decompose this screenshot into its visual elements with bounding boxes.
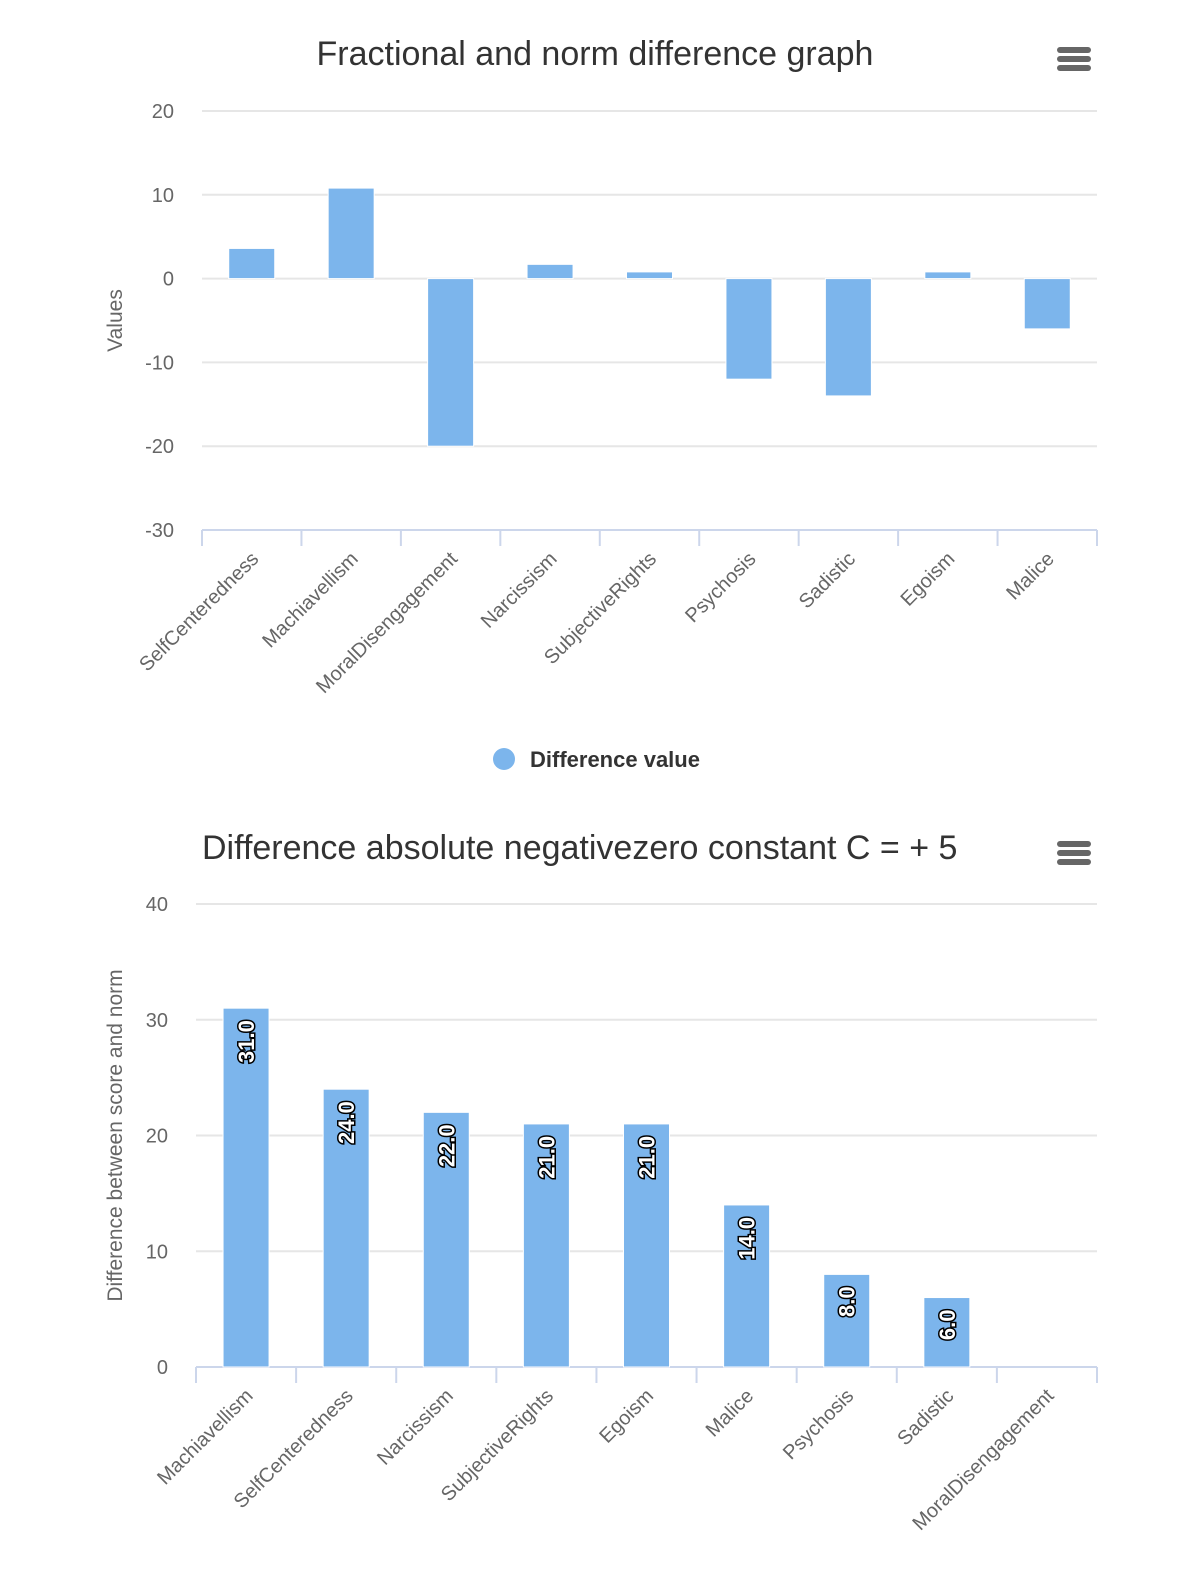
chart-title: Fractional and norm difference graph xyxy=(317,35,874,73)
bar-egoism[interactable] xyxy=(623,1123,670,1368)
bar-narcissism[interactable] xyxy=(526,263,574,280)
x-category-label: Egoism xyxy=(897,548,960,611)
x-category-label: Machiavellism xyxy=(153,1385,257,1489)
hamburger-menu-icon[interactable] xyxy=(1057,841,1091,865)
y-tick-label: 10 xyxy=(146,1241,168,1263)
x-category-label: SelfCenteredness xyxy=(135,548,263,676)
y-tick-label: 20 xyxy=(146,1126,168,1148)
y-tick-label: 0 xyxy=(157,1357,168,1379)
x-category-label: Malice xyxy=(1002,548,1058,604)
bar-subjectiverights[interactable] xyxy=(626,271,673,280)
bar-sadistic[interactable] xyxy=(824,278,872,397)
x-category-label: Narcissism xyxy=(373,1385,458,1470)
hamburger-menu-icon[interactable] xyxy=(1057,47,1091,71)
legend-marker[interactable] xyxy=(493,748,515,770)
y-tick-label: -30 xyxy=(145,520,174,542)
data-label: 8.0 xyxy=(835,1286,860,1317)
data-label: 22.0 xyxy=(434,1124,459,1167)
chart-title: Difference absolute negativezero constan… xyxy=(202,829,957,867)
bar-selfcenteredness[interactable] xyxy=(228,247,276,280)
y-tick-label: 10 xyxy=(152,185,174,207)
bar-sadistic[interactable] xyxy=(923,1297,971,1368)
x-category-label: Machiavellism xyxy=(258,548,362,652)
data-label: 24.0 xyxy=(334,1101,359,1144)
legend-item-difference-value[interactable]: Difference value xyxy=(530,747,700,772)
y-tick-label: 30 xyxy=(146,1010,168,1032)
x-category-label: Psychosis xyxy=(681,548,760,627)
y-axis-title: Values xyxy=(104,289,127,352)
bar-selfcenteredness[interactable] xyxy=(322,1088,370,1368)
bar-moraldisengagement[interactable] xyxy=(427,278,475,447)
bar-machiavellism[interactable] xyxy=(327,187,375,280)
x-category-label: Malice xyxy=(702,1385,758,1441)
x-category-label: Sadistic xyxy=(893,1385,958,1450)
data-label: 6.0 xyxy=(935,1310,960,1341)
y-tick-label: -10 xyxy=(145,352,174,374)
y-tick-label: 20 xyxy=(152,101,174,123)
x-category-label: Egoism xyxy=(595,1385,658,1448)
x-category-label: Narcissism xyxy=(477,548,562,633)
y-axis-title: Difference between score and norm xyxy=(104,969,127,1301)
bar-malice[interactable] xyxy=(1023,278,1071,330)
bar-malice[interactable] xyxy=(723,1204,771,1368)
bar-machiavellism[interactable] xyxy=(222,1007,270,1368)
bar-psychosis[interactable] xyxy=(725,278,773,380)
y-tick-label: -20 xyxy=(145,436,174,458)
data-label: 21.0 xyxy=(635,1136,660,1179)
bar-narcissism[interactable] xyxy=(422,1111,470,1368)
x-category-label: Sadistic xyxy=(795,548,860,613)
bar-psychosis[interactable] xyxy=(823,1273,871,1368)
data-label: 21.0 xyxy=(534,1136,559,1179)
bar-egoism[interactable] xyxy=(924,271,972,280)
bar-subjectiverights[interactable] xyxy=(522,1123,570,1368)
y-tick-label: 40 xyxy=(146,894,168,916)
y-tick-label: 0 xyxy=(163,269,174,291)
x-category-label: Psychosis xyxy=(779,1385,858,1464)
data-label: 31.0 xyxy=(234,1020,259,1063)
data-label: 14.0 xyxy=(735,1217,760,1260)
